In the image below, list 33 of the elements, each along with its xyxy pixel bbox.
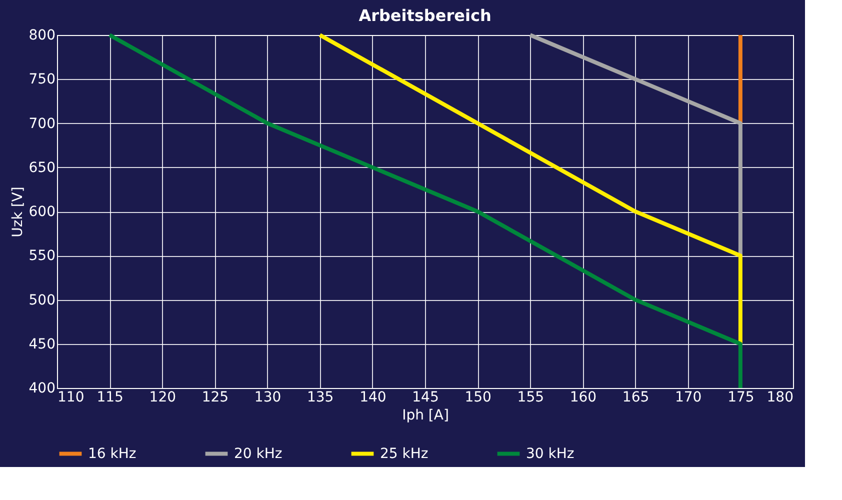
y-tick-label: 800	[28, 28, 56, 44]
line-series	[108, 33, 742, 390]
x-tick-label: 175	[728, 390, 754, 406]
x-tick-label: 140	[360, 390, 386, 406]
y-tick-label: 600	[28, 204, 56, 220]
legend-label: 30 kHz	[526, 446, 574, 462]
legend-label: 20 kHz	[234, 446, 282, 462]
x-tick-label: 150	[464, 390, 492, 406]
x-tick-label: 145	[412, 390, 439, 406]
chart-title: Arbeitsbereich	[358, 6, 492, 25]
x-tick-label: 165	[622, 390, 650, 406]
x-tick-label: 125	[202, 390, 229, 406]
y-tick-label: 550	[28, 248, 56, 264]
y-axis-title: Uzk [V]	[10, 186, 26, 238]
y-tick-label: 750	[28, 72, 56, 88]
x-tick-label: 135	[306, 390, 334, 406]
legend-label: 16 kHz	[88, 446, 136, 462]
y-tick-label: 500	[28, 292, 56, 308]
x-tick-label: 155	[517, 390, 544, 406]
y-tick-label: 700	[28, 116, 56, 132]
x-tick-label: 130	[254, 390, 282, 406]
y-tick-label: 650	[28, 160, 56, 176]
y-tick-label: 400	[28, 380, 56, 396]
y-tick-label: 450	[28, 336, 56, 352]
x-tick-label: 120	[149, 390, 176, 406]
x-tick-label: 160	[570, 390, 597, 406]
x-tick-label: 170	[674, 390, 702, 406]
line-series	[318, 33, 742, 346]
x-axis-title: Iph [A]	[402, 408, 449, 424]
x-tick-label: 115	[96, 390, 124, 406]
legend-label: 25 kHz	[380, 446, 428, 462]
x-tick-label: 180	[766, 390, 794, 406]
x-tick-label: 110	[58, 390, 84, 406]
